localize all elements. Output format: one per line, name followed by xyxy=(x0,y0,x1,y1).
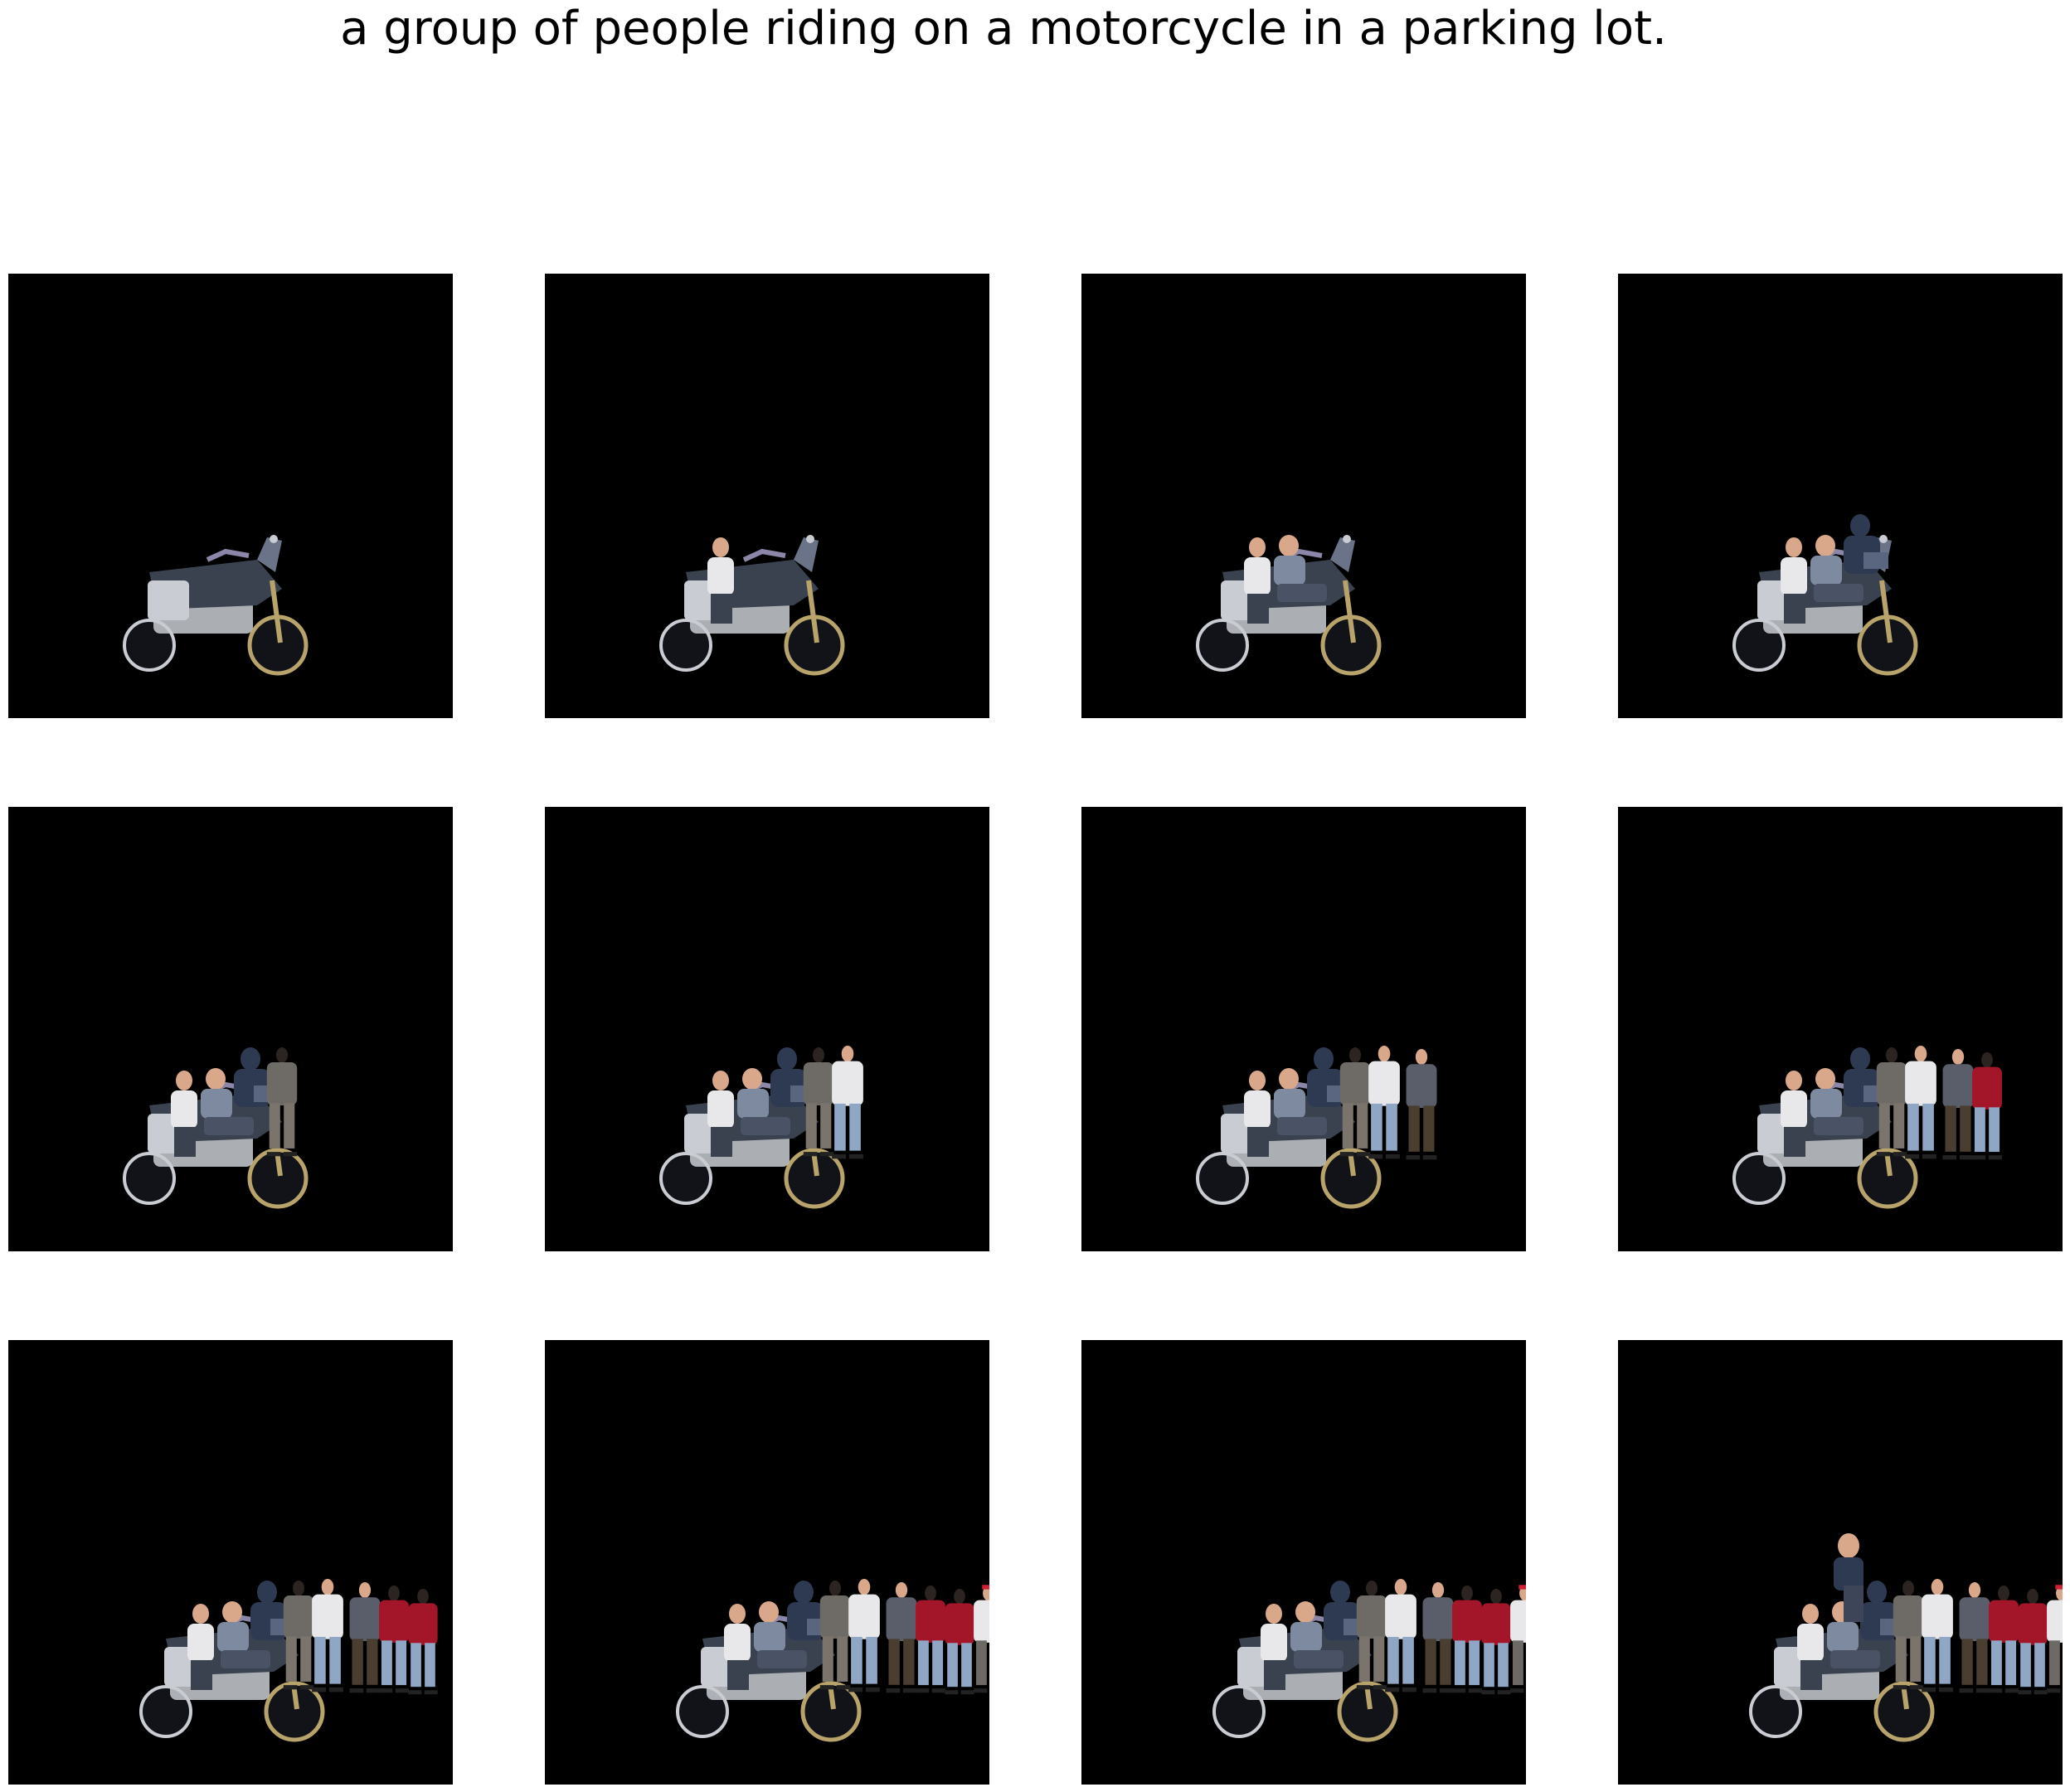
panel-1-image xyxy=(8,274,453,718)
panel-6 xyxy=(545,807,989,1251)
panel-5 xyxy=(8,807,453,1251)
panel-3-image xyxy=(1081,274,1526,718)
panel-9 xyxy=(8,1340,453,1785)
panel-10-image xyxy=(545,1340,989,1785)
panel-4-image xyxy=(1618,274,2063,718)
caption: a group of people riding on a motorcycle… xyxy=(340,2,1667,56)
panel-10 xyxy=(545,1340,989,1785)
panel-7-image xyxy=(1081,807,1526,1251)
panel-11 xyxy=(1081,1340,1526,1785)
panel-2 xyxy=(545,274,989,718)
panel-5-image xyxy=(8,807,453,1251)
panel-11-image xyxy=(1081,1340,1526,1785)
panel-12 xyxy=(1618,1340,2063,1785)
panel-9-image xyxy=(8,1340,453,1785)
panel-8-image xyxy=(1618,807,2063,1251)
panel-8 xyxy=(1618,807,2063,1251)
panel-2-image xyxy=(545,274,989,718)
panel-6-image xyxy=(545,807,989,1251)
panel-3 xyxy=(1081,274,1526,718)
panel-7 xyxy=(1081,807,1526,1251)
panel-1 xyxy=(8,274,453,718)
panel-4 xyxy=(1618,274,2063,718)
panel-12-image xyxy=(1618,1340,2063,1785)
